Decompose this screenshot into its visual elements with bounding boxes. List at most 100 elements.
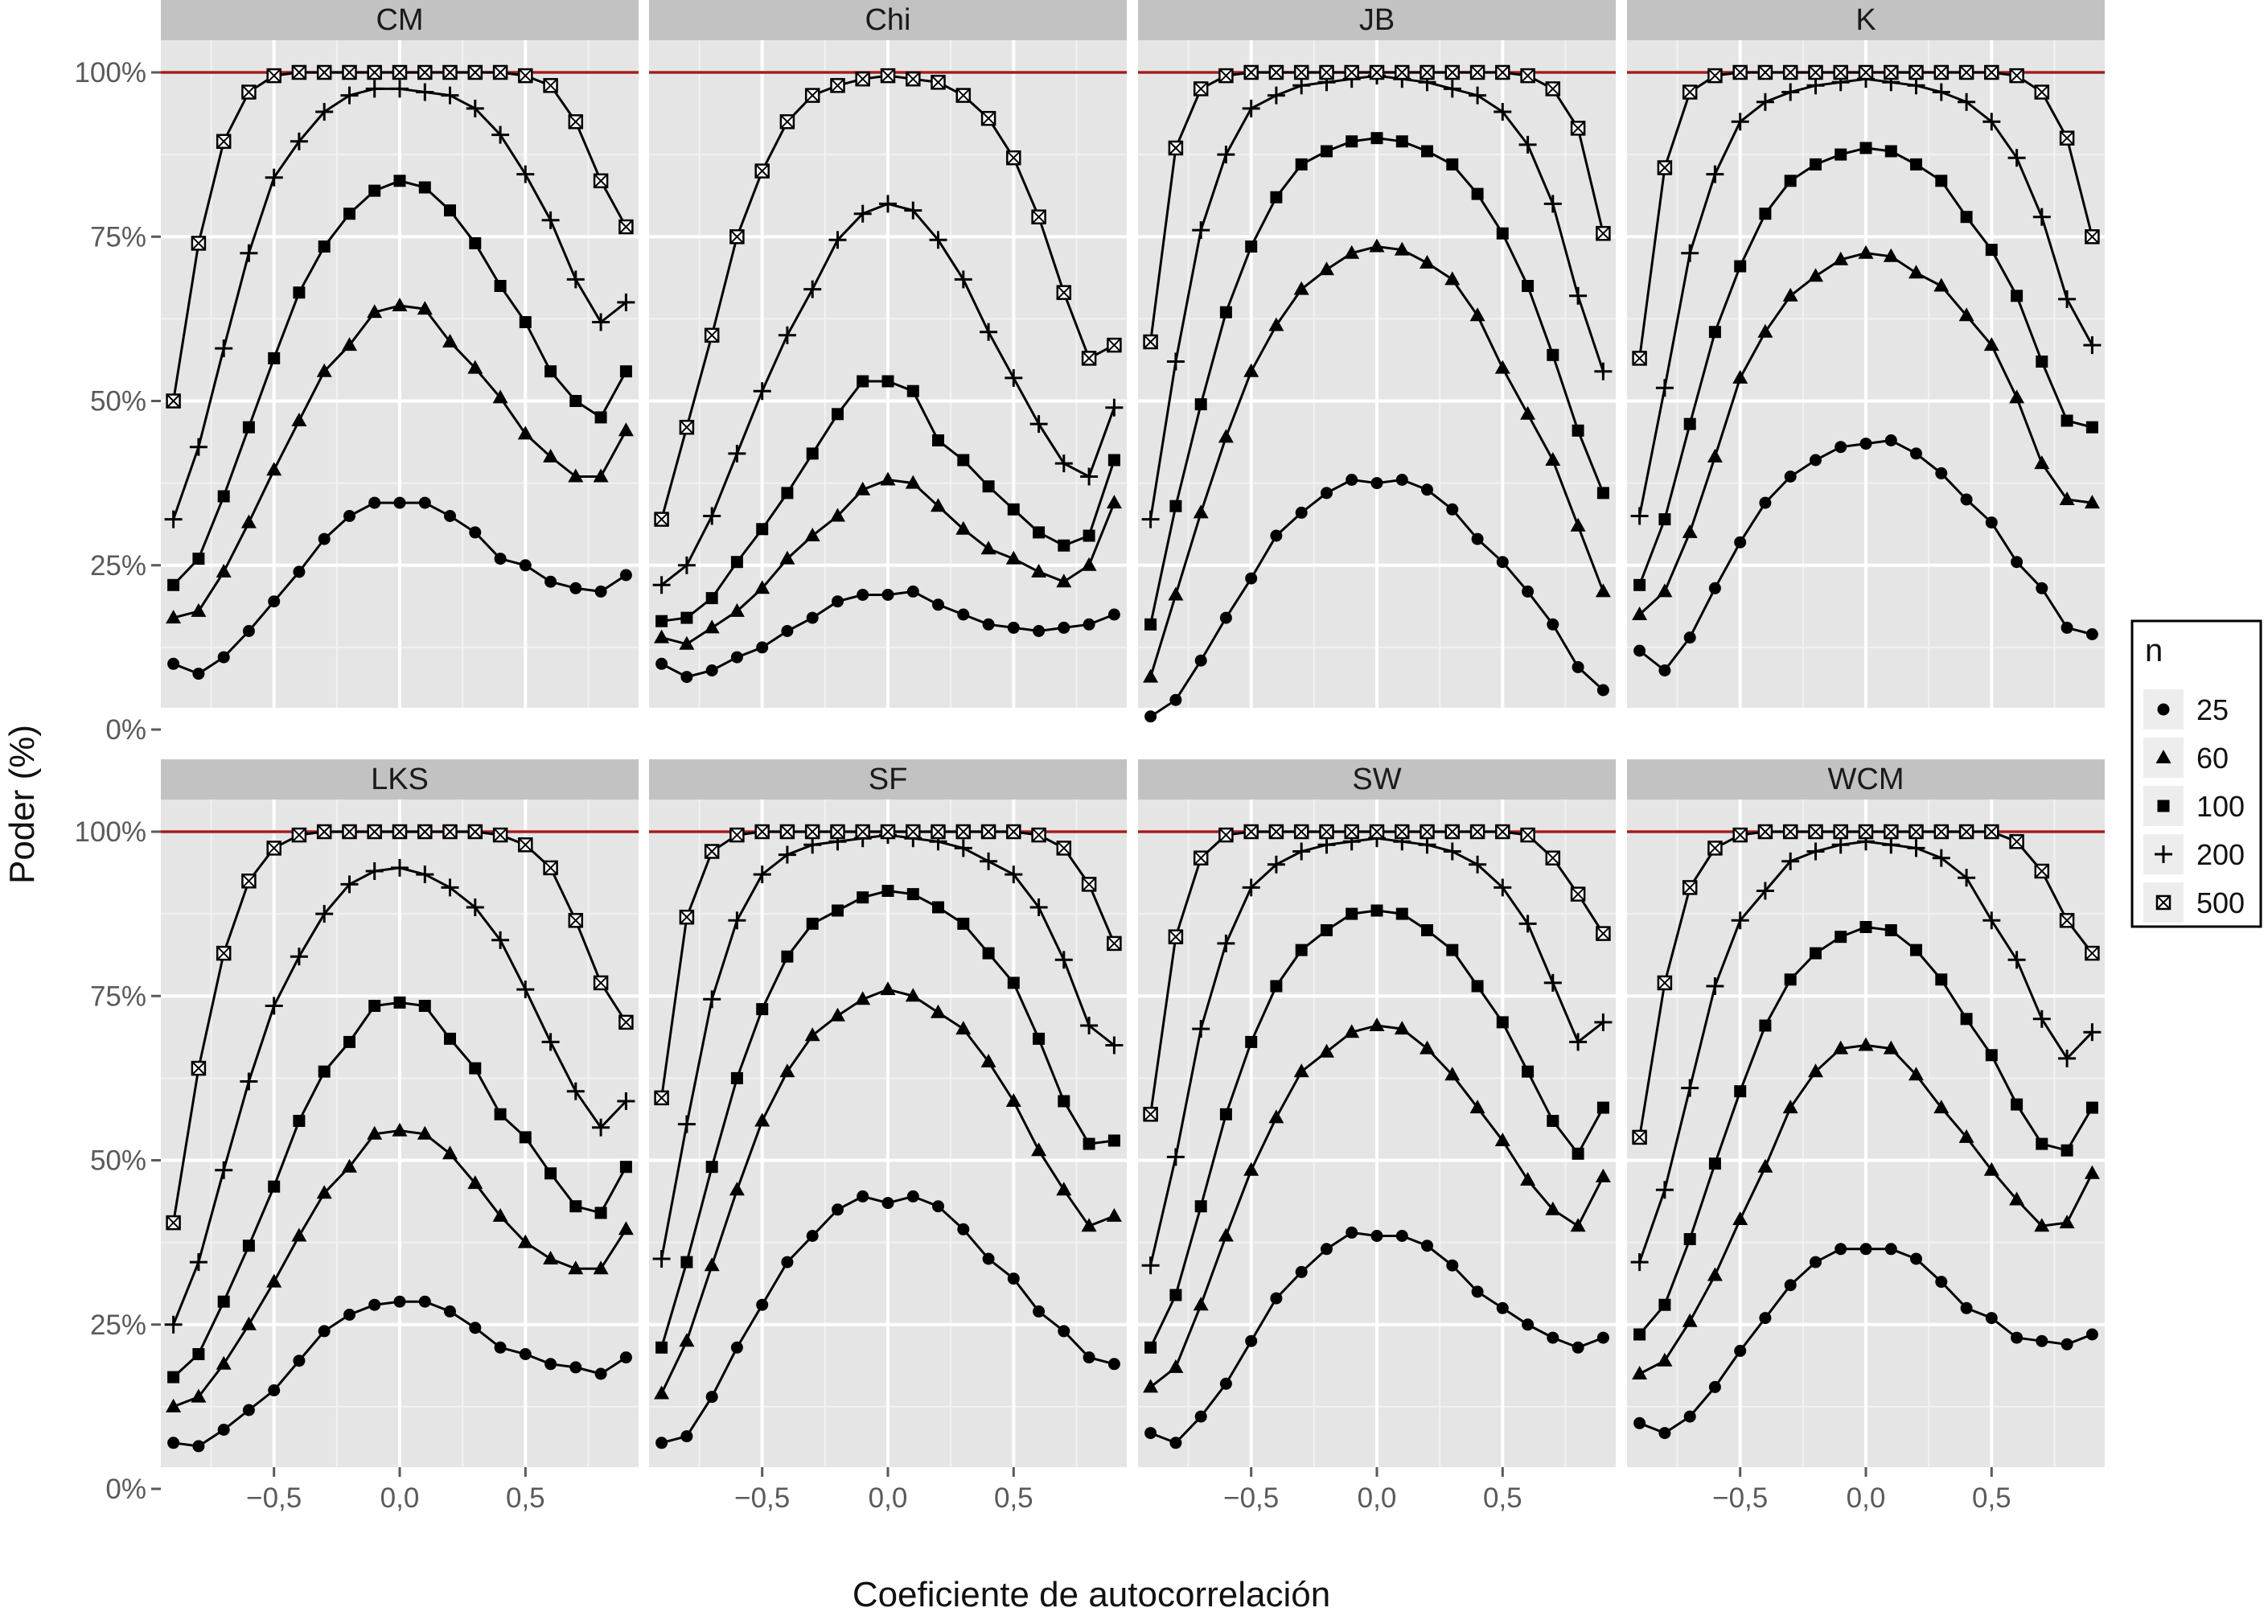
marker-triangle-shape xyxy=(1983,1161,1999,1176)
marker-x-b xyxy=(1445,824,1460,839)
marker-square-shape xyxy=(1245,1035,1258,1048)
data-point-n100 xyxy=(1633,1328,1646,1341)
data-point-n100 xyxy=(2085,421,2098,434)
data-point-n60 xyxy=(467,360,483,374)
data-point-n200 xyxy=(164,510,183,528)
y-tick-label: 25% xyxy=(90,550,146,582)
marker-square-shape xyxy=(494,280,507,292)
data-point-n25 xyxy=(655,1437,668,1449)
data-point-n100 xyxy=(1219,1108,1232,1120)
data-point-n25 xyxy=(268,595,281,608)
data-point-n100 xyxy=(1960,211,1973,224)
marker-triangle-shape xyxy=(1344,1024,1360,1038)
x-tick-label: 0,0 xyxy=(869,1482,908,1514)
marker-triangle-shape xyxy=(216,563,232,578)
data-point-n25 xyxy=(1835,1243,1847,1256)
data-point-n500 xyxy=(1268,64,1284,80)
data-point-n60 xyxy=(1707,1267,1723,1281)
marker-triangle-shape xyxy=(1081,1218,1097,1232)
legend-item-n100: 100 xyxy=(2143,786,2245,826)
data-point-n60 xyxy=(1657,1352,1673,1367)
series-n25 xyxy=(1144,474,1609,723)
data-point-n25 xyxy=(1194,654,1207,667)
data-point-n100 xyxy=(1759,1019,1772,1032)
data-point-n25 xyxy=(1058,621,1070,634)
marker-x-b xyxy=(543,861,558,875)
x-tick-label: −0,5 xyxy=(246,1482,302,1514)
marker-triangle-shape xyxy=(543,1251,559,1264)
marker-circle-shape xyxy=(1572,660,1584,673)
data-point-n60 xyxy=(1005,550,1021,565)
marker-x-b xyxy=(1243,65,1259,80)
marker-x-b xyxy=(1546,81,1560,97)
data-point-n100 xyxy=(544,365,557,378)
data-point-n60 xyxy=(1595,583,1611,598)
marker-circle-shape xyxy=(655,657,668,670)
data-point-n500 xyxy=(1808,824,1823,840)
marker-x-b xyxy=(1169,141,1183,155)
marker-triangle-shape xyxy=(240,514,257,528)
marker-circle-shape xyxy=(1058,621,1070,634)
marker-x-b xyxy=(1596,926,1611,941)
data-point-n100 xyxy=(1810,158,1822,171)
data-point-n100 xyxy=(1572,424,1584,437)
data-point-n200 xyxy=(566,270,585,289)
data-point-n100 xyxy=(1547,1115,1559,1127)
marker-triangle-shape xyxy=(392,298,408,311)
data-point-n60 xyxy=(2034,455,2050,470)
data-point-n60 xyxy=(1858,245,1874,259)
marker-x-b xyxy=(780,114,795,130)
data-point-n60 xyxy=(1056,574,1072,588)
series-n60 xyxy=(654,471,1122,650)
data-point-n60 xyxy=(880,471,896,486)
data-point-n200 xyxy=(466,898,484,916)
data-point-n200 xyxy=(1141,510,1160,528)
data-point-n500 xyxy=(1545,850,1561,865)
marker-square-shape xyxy=(594,1207,607,1219)
marker-circle-shape xyxy=(1083,618,1095,631)
marker-x-b xyxy=(191,236,206,251)
data-point-n500 xyxy=(1570,121,1586,136)
data-point-n100 xyxy=(1471,980,1484,993)
data-point-n100 xyxy=(1884,145,1897,158)
data-point-n500 xyxy=(2059,913,2075,928)
data-point-n100 xyxy=(1395,135,1408,148)
data-point-n25 xyxy=(519,559,532,572)
data-point-n500 xyxy=(1107,935,1122,952)
data-point-n60 xyxy=(1243,363,1259,377)
data-point-n60 xyxy=(1782,1100,1798,1114)
data-point-n500 xyxy=(291,64,307,80)
marker-triangle-shape xyxy=(1595,583,1611,598)
data-point-n100 xyxy=(594,411,607,424)
data-point-n25 xyxy=(1346,1226,1358,1239)
data-point-n60 xyxy=(568,1260,584,1275)
data-point-n500 xyxy=(166,1215,181,1231)
data-point-n25 xyxy=(1446,503,1459,516)
marker-triangle-shape xyxy=(980,1054,996,1067)
marker-x-b xyxy=(1707,68,1723,83)
marker-square-shape xyxy=(569,1200,582,1213)
data-point-n60 xyxy=(1218,1227,1234,1242)
data-point-n100 xyxy=(2036,356,2048,368)
marker-circle-shape xyxy=(832,1203,844,1216)
marker-triangle-shape xyxy=(1520,405,1536,420)
series-n25 xyxy=(1633,434,2098,676)
data-point-n100 xyxy=(293,286,306,299)
data-point-n25 xyxy=(1471,1285,1484,1298)
marker-square-shape xyxy=(1007,503,1020,516)
marker-triangle-shape xyxy=(905,988,921,1002)
panel-title: JB xyxy=(1359,3,1395,37)
data-point-n200 xyxy=(491,931,510,949)
marker-x-b xyxy=(680,910,694,924)
marker-x-b xyxy=(1031,209,1046,224)
marker-square-shape xyxy=(318,1065,331,1078)
series-n100 xyxy=(167,175,632,591)
data-point-n200 xyxy=(677,1115,696,1133)
data-point-n200 xyxy=(290,132,308,150)
marker-circle-shape xyxy=(781,1256,794,1268)
data-point-n500 xyxy=(830,78,845,93)
data-point-n100 xyxy=(368,184,381,197)
marker-x-b xyxy=(1194,81,1208,97)
data-point-n500 xyxy=(1908,64,1924,80)
series-n100 xyxy=(1144,132,1609,631)
